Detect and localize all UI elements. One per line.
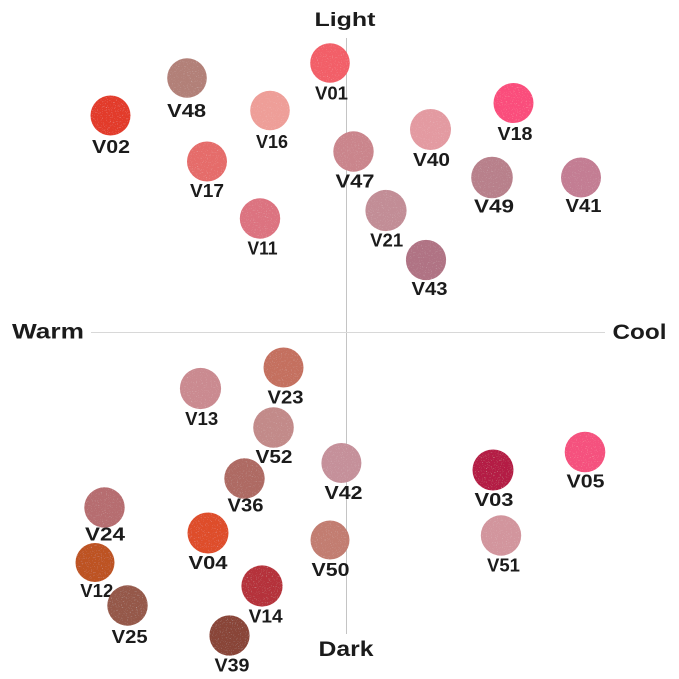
svg-text:V13: V13 (185, 409, 218, 429)
svg-text:Dark: Dark (319, 638, 374, 661)
svg-text:V49: V49 (474, 197, 514, 217)
svg-text:V36: V36 (228, 496, 264, 516)
svg-text:V03: V03 (475, 490, 514, 510)
svg-text:V14: V14 (249, 607, 283, 627)
svg-text:V50: V50 (312, 560, 350, 580)
svg-text:V23: V23 (268, 388, 304, 408)
svg-text:V17: V17 (190, 181, 224, 201)
svg-text:V05: V05 (567, 472, 605, 492)
svg-text:Cool: Cool (613, 321, 667, 344)
svg-text:V18: V18 (498, 124, 533, 144)
svg-text:V40: V40 (413, 150, 450, 170)
svg-text:V48: V48 (167, 101, 206, 121)
svg-text:V01: V01 (315, 84, 348, 104)
svg-text:V21: V21 (370, 231, 403, 251)
svg-text:Warm: Warm (12, 321, 84, 344)
svg-text:V11: V11 (248, 239, 278, 259)
svg-text:V42: V42 (325, 483, 363, 503)
svg-text:V39: V39 (215, 656, 250, 676)
svg-text:V52: V52 (256, 447, 293, 467)
svg-text:V25: V25 (112, 627, 148, 647)
svg-text:V47: V47 (336, 172, 375, 192)
svg-text:V43: V43 (412, 279, 448, 299)
svg-text:V12: V12 (80, 581, 113, 601)
svg-text:V24: V24 (85, 525, 125, 545)
svg-text:V04: V04 (189, 553, 228, 573)
svg-text:V51: V51 (487, 556, 520, 576)
svg-text:V16: V16 (256, 132, 288, 152)
svg-text:V02: V02 (92, 137, 130, 157)
svg-text:Light: Light (315, 10, 377, 31)
svg-text:V41: V41 (566, 196, 602, 216)
